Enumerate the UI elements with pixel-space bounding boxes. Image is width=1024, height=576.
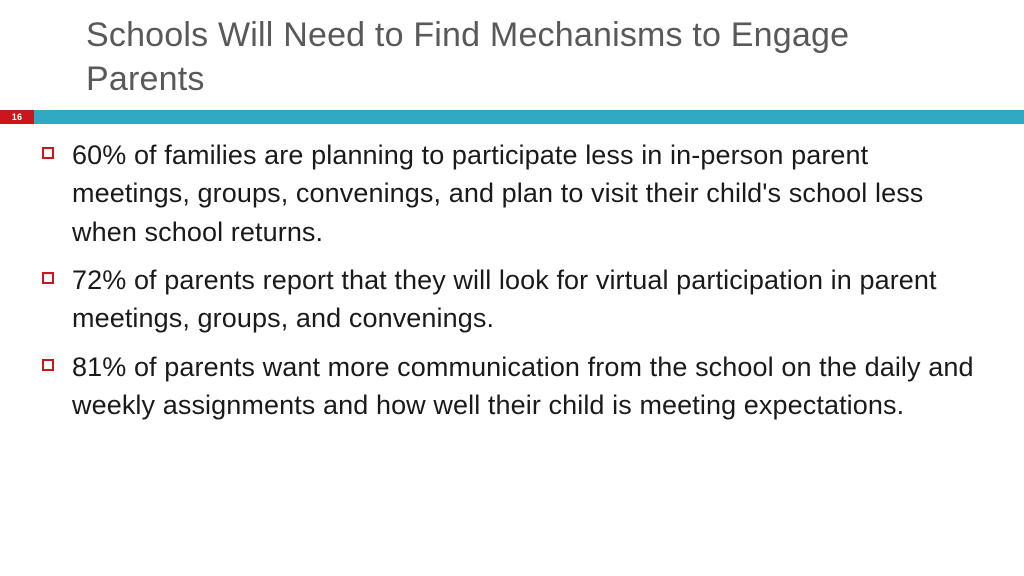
page-number-badge: 16 xyxy=(0,110,34,124)
page-number: 16 xyxy=(12,112,23,122)
bullet-text: 72% of parents report that they will loo… xyxy=(72,261,984,338)
bullet-item: 81% of parents want more communication f… xyxy=(40,348,984,425)
square-bullet-icon xyxy=(42,359,54,371)
bullet-list: 60% of families are planning to particip… xyxy=(40,136,984,434)
bullet-item: 72% of parents report that they will loo… xyxy=(40,261,984,338)
square-bullet-icon xyxy=(42,272,54,284)
separator-bar: 16 xyxy=(0,110,1024,124)
bullet-text: 81% of parents want more communication f… xyxy=(72,348,984,425)
slide: Schools Will Need to Find Mechanisms to … xyxy=(0,0,1024,576)
separator-teal xyxy=(34,110,1024,124)
slide-title: Schools Will Need to Find Mechanisms to … xyxy=(86,14,966,101)
bullet-item: 60% of families are planning to particip… xyxy=(40,136,984,251)
bullet-text: 60% of families are planning to particip… xyxy=(72,136,984,251)
square-bullet-icon xyxy=(42,147,54,159)
